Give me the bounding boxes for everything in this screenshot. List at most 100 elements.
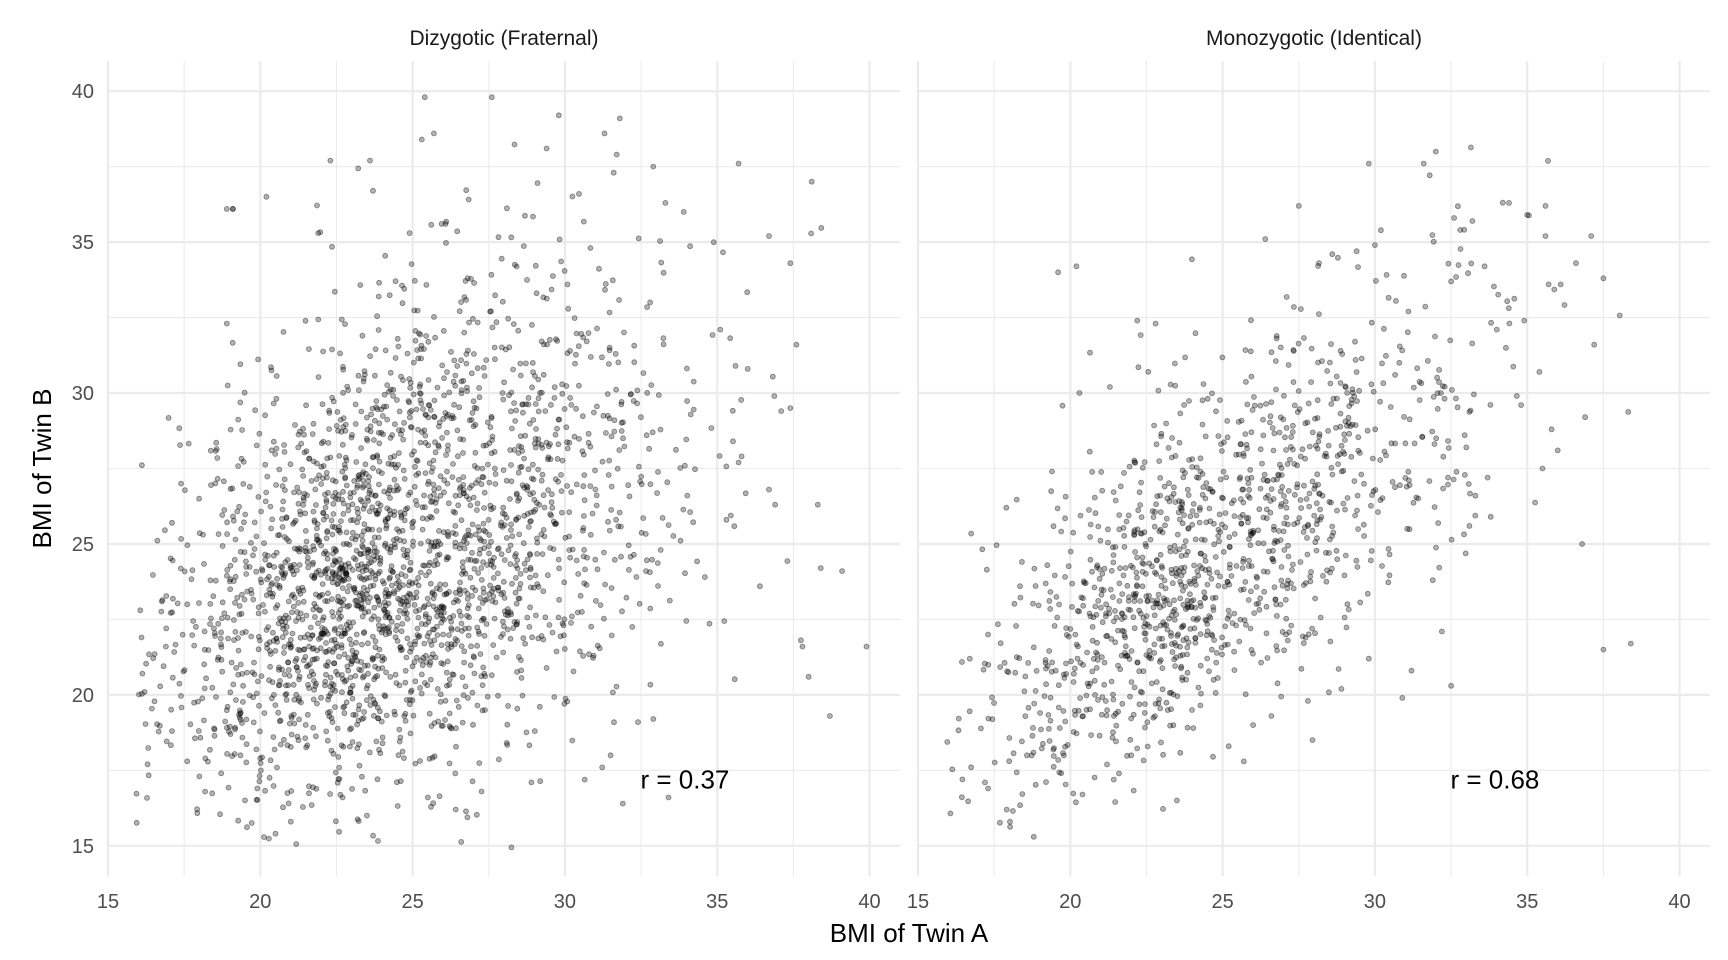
data-point	[191, 699, 198, 706]
data-point	[1314, 471, 1321, 478]
data-point	[396, 408, 403, 415]
data-point	[441, 392, 448, 399]
data-point	[1089, 668, 1096, 675]
data-point	[1051, 623, 1058, 629]
data-point	[1445, 474, 1451, 481]
data-point	[196, 530, 203, 537]
data-point	[512, 589, 519, 596]
data-point	[1168, 689, 1174, 696]
data-point	[399, 598, 406, 605]
data-point	[372, 346, 379, 353]
data-point	[238, 455, 245, 462]
data-point	[1155, 591, 1162, 598]
data-point	[564, 350, 571, 357]
data-point	[417, 381, 424, 388]
data-point	[201, 561, 207, 567]
data-point	[381, 607, 388, 613]
data-point	[1283, 294, 1290, 300]
data-point	[650, 716, 657, 722]
data-point	[381, 625, 388, 632]
data-point	[270, 637, 277, 644]
data-point	[466, 485, 473, 491]
data-point	[419, 504, 426, 511]
data-point	[581, 776, 588, 783]
data-point	[361, 564, 368, 570]
data-point	[329, 243, 335, 250]
data-point	[367, 568, 374, 574]
data-point	[370, 465, 376, 472]
data-point	[492, 599, 499, 606]
data-point	[475, 628, 482, 635]
data-point	[255, 610, 262, 617]
data-point	[372, 638, 379, 645]
data-point	[1231, 531, 1238, 537]
data-point	[394, 622, 400, 629]
data-point	[420, 346, 427, 353]
data-point	[1139, 554, 1146, 561]
data-point	[379, 413, 386, 419]
data-point	[312, 502, 319, 508]
data-point	[472, 587, 479, 594]
data-point	[371, 534, 378, 541]
data-point	[280, 625, 287, 632]
data-point	[518, 657, 524, 663]
data-point	[482, 707, 488, 713]
data-point	[340, 363, 346, 370]
data-point	[185, 440, 192, 447]
data-point	[1168, 641, 1175, 647]
data-point	[1199, 421, 1206, 428]
data-point	[378, 406, 385, 413]
data-point	[486, 591, 493, 597]
data-point	[370, 187, 376, 194]
data-point	[309, 632, 316, 639]
data-point	[401, 517, 408, 524]
data-point	[1274, 476, 1280, 483]
data-point	[1316, 491, 1323, 497]
data-point	[1338, 686, 1345, 692]
data-point	[280, 615, 287, 622]
data-point	[214, 475, 221, 482]
data-point	[359, 591, 366, 597]
data-point	[1010, 808, 1016, 814]
data-point	[215, 654, 222, 661]
data-point	[274, 764, 280, 771]
data-point	[490, 642, 497, 648]
data-point	[362, 609, 369, 616]
data-point	[1247, 348, 1254, 355]
data-point	[470, 423, 477, 430]
data-point	[1387, 404, 1394, 410]
data-point	[1348, 400, 1355, 407]
data-point	[1406, 477, 1412, 484]
data-point	[514, 705, 521, 712]
data-point	[475, 605, 482, 612]
data-point	[454, 363, 461, 369]
data-point	[650, 163, 657, 170]
data-point	[1062, 574, 1068, 580]
data-point	[383, 587, 390, 593]
data-point	[1219, 521, 1225, 528]
data-point	[554, 425, 560, 432]
data-point	[229, 205, 236, 212]
data-point	[1506, 199, 1512, 206]
data-point	[280, 736, 287, 743]
data-point	[476, 527, 483, 534]
data-point	[1329, 251, 1336, 258]
data-point	[335, 580, 342, 587]
data-point	[382, 252, 389, 259]
data-point	[1101, 565, 1108, 572]
data-point	[599, 458, 606, 465]
data-point	[275, 532, 281, 539]
data-point	[325, 696, 332, 703]
data-point	[1257, 595, 1264, 602]
data-point	[581, 497, 588, 504]
data-point	[1360, 521, 1367, 528]
data-point	[1367, 557, 1374, 564]
data-point	[364, 495, 371, 501]
data-point	[342, 570, 349, 577]
data-point	[429, 590, 436, 597]
data-point	[501, 557, 508, 563]
data-point	[498, 591, 505, 598]
data-point	[366, 508, 373, 515]
data-point	[1341, 572, 1348, 579]
